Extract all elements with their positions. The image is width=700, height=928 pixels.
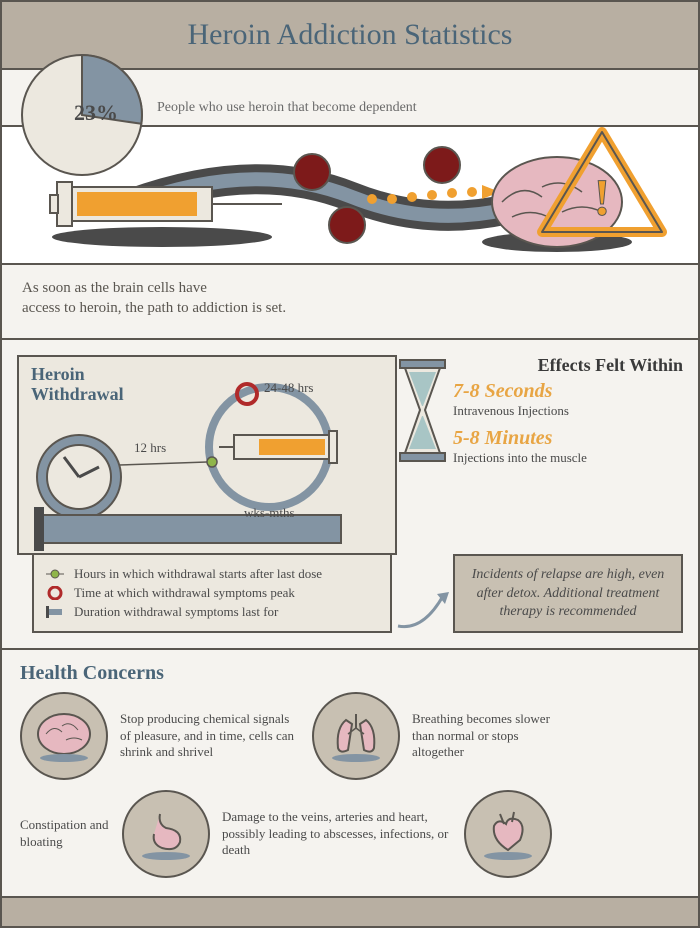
- legend-row-peak: Time at which withdrawal symptoms peak: [46, 585, 378, 601]
- withdrawal-panel: Heroin Withdrawal 12 hrs 24-4: [17, 355, 397, 555]
- legend-row-duration: Duration withdrawal symptoms last for: [46, 604, 378, 620]
- concern-lungs-text: Breathing becomes slower than normal or …: [412, 711, 572, 762]
- brain-caption: As soon as the brain cells have access t…: [22, 279, 286, 318]
- page-title: Heroin Addiction Statistics: [188, 18, 513, 52]
- pie-percent-label: 23%: [74, 100, 118, 126]
- section-withdrawal: Heroin Withdrawal 12 hrs 24-4: [0, 340, 700, 650]
- arrow-icon: [393, 586, 453, 636]
- pie-description: People who use heroin that become depend…: [157, 100, 417, 116]
- section-health: Health Concerns Stop producing chemical …: [0, 650, 700, 898]
- stomach-icon: [122, 790, 210, 878]
- legend-panel: Hours in which withdrawal starts after l…: [32, 553, 392, 633]
- peak-label: 24-48 hrs: [264, 380, 313, 395]
- withdrawal-title: Heroin Withdrawal: [31, 365, 124, 405]
- lungs-icon: [312, 692, 400, 780]
- concern-heart-text: Damage to the veins, arteries and heart,…: [222, 809, 452, 860]
- duration-label: wks-mths: [244, 505, 295, 520]
- svg-text:!: !: [593, 170, 610, 227]
- effects-im-time: 5-8 Minutes: [453, 427, 683, 450]
- legend-row-onset: Hours in which withdrawal starts after l…: [46, 566, 378, 582]
- footer-band: [0, 898, 700, 928]
- effects-iv-desc: Intravenous Injections: [453, 403, 683, 419]
- section-dependence: ! 23% People who use heroin that become …: [0, 70, 700, 340]
- heart-icon: [464, 790, 552, 878]
- health-title: Health Concerns: [20, 662, 680, 685]
- hourglass-icon: [395, 358, 450, 463]
- brain-icon: [20, 692, 108, 780]
- effects-panel: Effects Felt Within 7-8 Seconds Intraven…: [453, 355, 683, 474]
- relapse-note: Incidents of relapse are high, even afte…: [453, 554, 683, 633]
- onset-label: 12 hrs: [134, 440, 166, 455]
- legend-text-0: Hours in which withdrawal starts after l…: [74, 566, 322, 582]
- effects-im-desc: Injections into the muscle: [453, 450, 683, 466]
- effects-iv-time: 7-8 Seconds: [453, 380, 683, 403]
- legend-text-2: Duration withdrawal symptoms last for: [74, 604, 278, 620]
- effects-title: Effects Felt Within: [453, 355, 683, 376]
- legend-text-1: Time at which withdrawal symptoms peak: [74, 585, 295, 601]
- concern-brain-text: Stop producing chemical signals of pleas…: [120, 711, 300, 762]
- concern-stomach-text: Constipation and bloating: [20, 817, 110, 851]
